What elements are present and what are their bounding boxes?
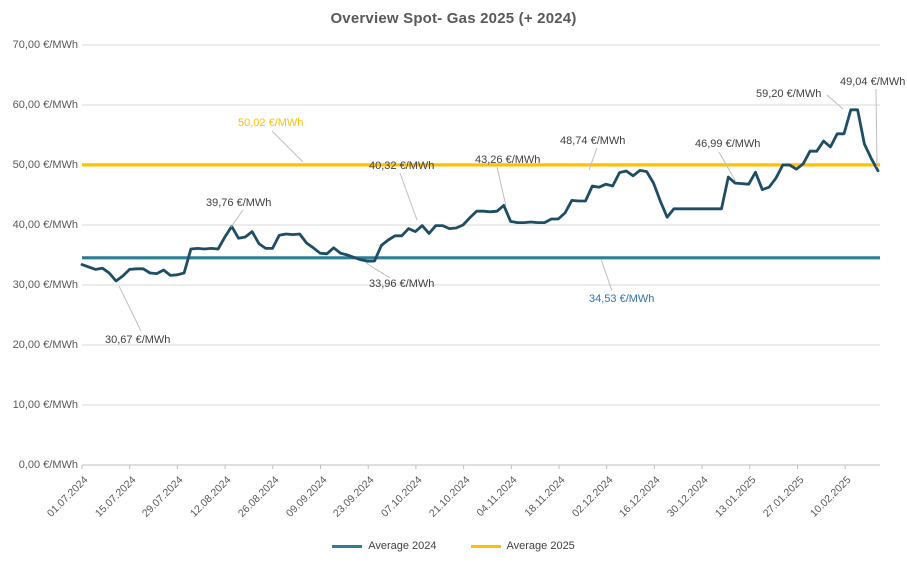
legend-item-average-2024: Average 2024 xyxy=(332,540,437,552)
y-tick-label: 10,00 €/MWh xyxy=(12,399,78,411)
annotation-leader-line xyxy=(365,262,391,279)
y-tick-label: 70,00 €/MWh xyxy=(12,39,78,51)
annotation-label: 30,67 €/MWh xyxy=(105,334,171,346)
annotation-label: 33,96 €/MWh xyxy=(369,278,435,290)
annotation-leader-line xyxy=(118,285,142,332)
average-2024-line-swatch xyxy=(332,544,363,548)
annotation-leader-line xyxy=(826,94,844,110)
annotation-leader-line xyxy=(230,209,244,228)
annotation-label: 39,76 €/MWh xyxy=(206,197,272,209)
legend-label: Average 2024 xyxy=(368,540,437,552)
spot-price-line xyxy=(80,108,880,283)
annotation-leader-line xyxy=(588,147,598,171)
annotation-label: 48,74 €/MWh xyxy=(560,135,626,147)
annotation-leader-line xyxy=(271,130,304,163)
annotation-label: 43,26 €/MWh xyxy=(475,154,541,166)
annotation-label: 46,99 €/MWh xyxy=(695,138,761,150)
y-tick-label: 40,00 €/MWh xyxy=(12,219,78,231)
annotation-label: 34,53 €/MWh xyxy=(589,293,655,305)
annotation-leader-line xyxy=(718,151,737,183)
annotation-label: 59,20 €/MWh xyxy=(756,88,822,100)
y-tick-label: 60,00 €/MWh xyxy=(12,99,78,111)
legend-label: Average 2025 xyxy=(506,540,575,552)
annotation-leader-line xyxy=(496,166,507,207)
y-tick-label: 30,00 €/MWh xyxy=(12,279,78,291)
chart-legend: Average 2024 Average 2025 xyxy=(0,540,907,552)
legend-item-average-2025: Average 2025 xyxy=(470,540,575,552)
annotation-label: 49,04 €/MWh xyxy=(840,76,906,88)
annotation-label: 50,02 €/MWh xyxy=(238,117,304,129)
chart-title: Overview Spot- Gas 2025 (+ 2024) xyxy=(330,10,577,27)
annotation-leader-line xyxy=(600,258,613,292)
annotation-label: 40,32 €/MWh xyxy=(369,160,435,172)
annotation-leader-line xyxy=(875,88,878,168)
annotation-leader-line xyxy=(399,172,418,221)
y-tick-label: 20,00 €/MWh xyxy=(12,339,78,351)
y-tick-label: 50,00 €/MWh xyxy=(12,159,78,171)
y-tick-label: 0,00 €/MWh xyxy=(18,459,78,471)
average-2025-line-swatch xyxy=(470,544,501,548)
